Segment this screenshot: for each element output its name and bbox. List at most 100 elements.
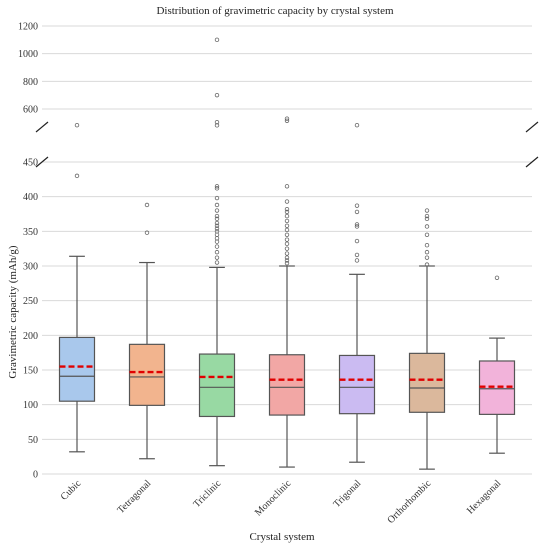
box-series (58, 37, 516, 470)
outlier-point (214, 123, 220, 128)
outlier-point (144, 202, 150, 208)
box-orthorhombic (408, 208, 446, 470)
outlier-point (284, 184, 290, 189)
outlier-point (424, 242, 430, 248)
outlier-point (214, 260, 220, 265)
iqr-box (58, 336, 96, 402)
outlier-point (144, 230, 150, 235)
outlier-point (354, 203, 360, 208)
x-tick-label: Cubic (59, 478, 84, 503)
box-triclinic (198, 37, 236, 467)
lower-y-tick-label: 450 (23, 158, 38, 169)
outlier-point (494, 275, 500, 280)
outlier-point (214, 37, 220, 43)
outlier-point (354, 209, 360, 215)
lower-y-tick-label: 250 (23, 296, 38, 307)
lower-y-tick-label: 0 (33, 470, 38, 481)
outlier-point (354, 252, 360, 258)
outlier-point (214, 195, 220, 201)
lower-y-tick-label: 350 (23, 227, 38, 238)
outlier-point (214, 226, 220, 231)
iqr-box (198, 353, 236, 418)
outlier-point (354, 238, 360, 244)
lower-y-tick-label: 300 (23, 262, 38, 273)
outlier-point (424, 208, 430, 213)
box-trigonal (338, 123, 376, 463)
outlier-point (424, 224, 430, 229)
y-axis-title: Gravimetric capacity (mAh/g) (7, 245, 19, 379)
outlier-point (214, 213, 220, 219)
outlier-point (284, 209, 290, 215)
iqr-box (338, 354, 376, 415)
outlier-point (284, 251, 290, 256)
break-mark (525, 156, 539, 168)
iqr-box (268, 354, 306, 416)
outlier-point (214, 208, 220, 213)
x-tick-label: Hexagonal (465, 478, 504, 517)
upper-y-tick-label: 600 (23, 105, 38, 116)
outlier-point (214, 92, 220, 98)
x-tick-label: Monoclinic (253, 478, 294, 519)
outlier-point (214, 202, 220, 208)
outlier-point (424, 213, 430, 219)
x-tick-label: Trigonal (331, 478, 363, 510)
iqr-box (128, 343, 166, 406)
outlier-point (424, 262, 430, 267)
outlier-point (214, 184, 220, 189)
x-tick-label: Orthorhombic (386, 478, 434, 526)
outlier-point (284, 232, 290, 237)
break-mark (525, 121, 539, 133)
outlier-point (354, 123, 360, 128)
outlier-point (284, 261, 290, 266)
outlier-point (424, 216, 430, 222)
outlier-point (284, 213, 290, 219)
outlier-point (74, 123, 80, 128)
x-tick-label: Triclinic (191, 478, 223, 510)
outlier-point (284, 255, 290, 260)
outlier-point (284, 246, 290, 251)
outlier-point (214, 119, 220, 125)
outlier-point (284, 118, 290, 123)
x-axis-title: Crystal system (249, 531, 315, 543)
outlier-point (284, 237, 290, 242)
outlier-point (284, 241, 290, 247)
lower-y-tick-label: 400 (23, 192, 38, 203)
outlier-point (214, 239, 220, 244)
outlier-point (214, 223, 220, 228)
outlier-point (284, 227, 290, 233)
outlier-point (214, 232, 220, 237)
break-mark (35, 156, 49, 168)
outlier-point (214, 229, 220, 234)
upper-panel: 600 800 1000 1200 (18, 22, 532, 116)
lower-y-tick-label: 150 (23, 366, 38, 377)
upper-y-tick-label: 1200 (18, 22, 38, 33)
outlier-point (214, 244, 220, 249)
lower-y-tick-label: 50 (28, 435, 38, 446)
outlier-point (284, 218, 290, 224)
outlier-point (284, 206, 290, 212)
box-monoclinic (268, 116, 306, 468)
outlier-point (284, 258, 290, 263)
upper-y-tick-label: 1000 (18, 49, 38, 60)
box-hexagonal (478, 275, 516, 454)
outlier-point (214, 216, 220, 222)
break-mark (35, 121, 49, 133)
x-tick-label: Tetragonal (115, 478, 153, 516)
outlier-point (354, 224, 360, 229)
outlier-point (424, 232, 430, 237)
outlier-point (424, 249, 430, 255)
outlier-point (214, 186, 220, 191)
x-tick-labels: Cubic Tetragonal Triclinic Monoclinic Trigon… (59, 478, 504, 526)
lower-y-tick-label: 100 (23, 400, 38, 411)
axis-break-marks (35, 121, 539, 168)
chart-title: Distribution of gravimetric capacity by … (156, 5, 393, 17)
lower-y-tick-label: 200 (23, 331, 38, 342)
box-tetragonal (128, 202, 166, 460)
lower-panel: 0 50 100 150 200 250 300 350 400 450 (23, 158, 532, 481)
box-cubic (58, 123, 96, 453)
outlier-point (214, 255, 220, 260)
outlier-point (354, 258, 360, 263)
outlier-point (284, 223, 290, 228)
outlier-point (214, 249, 220, 255)
